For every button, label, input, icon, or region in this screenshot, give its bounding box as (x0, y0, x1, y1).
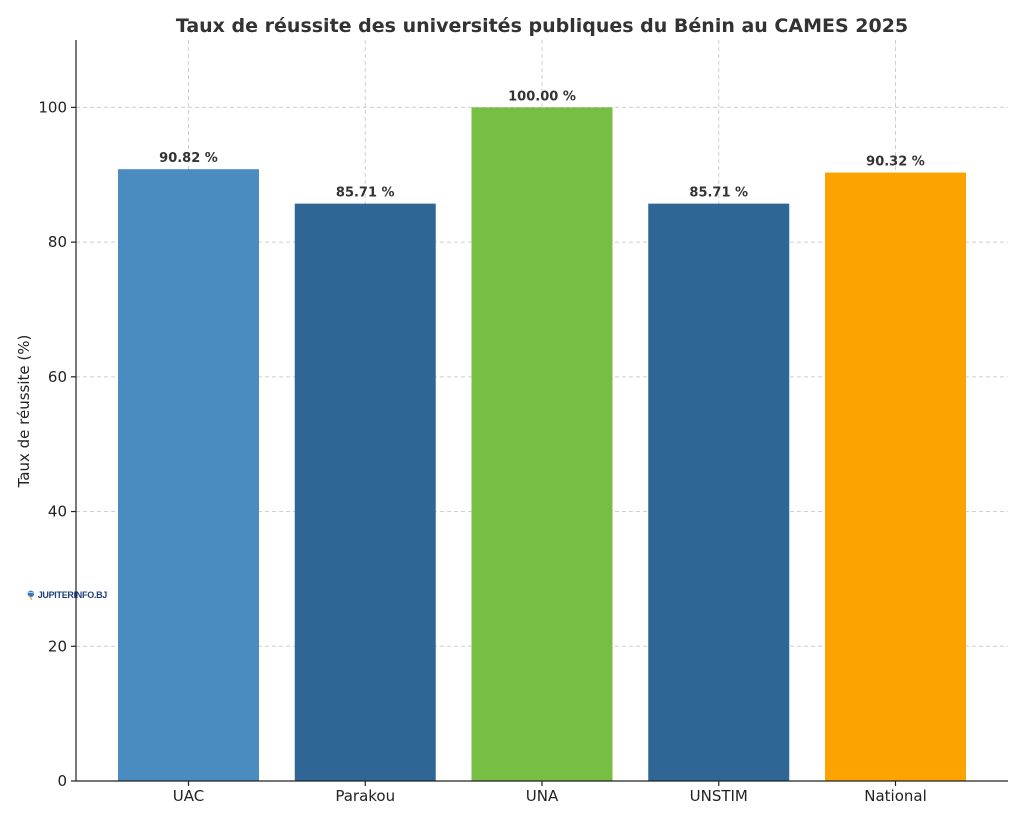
y-tick-label: 20 (48, 637, 67, 655)
bar-layer (118, 107, 966, 781)
x-tick-label: Parakou (335, 787, 395, 805)
bar-uac (118, 169, 259, 781)
globe-icon (27, 590, 35, 601)
bar-unstim (648, 203, 790, 781)
data-label: 90.82 % (159, 151, 218, 166)
y-tick-label: 60 (48, 368, 67, 386)
watermark-logo: JUPITERINFO.BJ (27, 584, 107, 606)
x-tick-label: National (864, 787, 927, 805)
bar-parakou (294, 203, 436, 781)
x-tick-label: UAC (173, 787, 204, 805)
data-label: 90.32 % (866, 155, 925, 170)
axis-layer (71, 40, 1008, 786)
y-tick-label: 0 (57, 772, 67, 790)
y-tick-label: 40 (48, 503, 67, 521)
x-tick-label: UNSTIM (690, 787, 748, 805)
y-axis-label: Taux de réussite (%) (15, 335, 33, 489)
data-label: 85.71 % (336, 186, 395, 201)
label-layer: 0 20 40 60 80 100 90.82 % UAC 85.71 % Parakou 100.… (38, 89, 926, 805)
watermark-brand: JUPITERINFO.BJ (37, 589, 108, 600)
chart-title: Taux de réussite des universités publiqu… (176, 15, 908, 37)
bar-una (471, 107, 613, 781)
bar-national (825, 172, 966, 781)
x-tick-label: UNA (526, 787, 559, 805)
y-tick-label: 80 (48, 233, 67, 251)
y-tick-label: 100 (38, 98, 67, 116)
data-label: 100.00 % (508, 89, 576, 104)
data-label: 85.71 % (689, 186, 748, 201)
